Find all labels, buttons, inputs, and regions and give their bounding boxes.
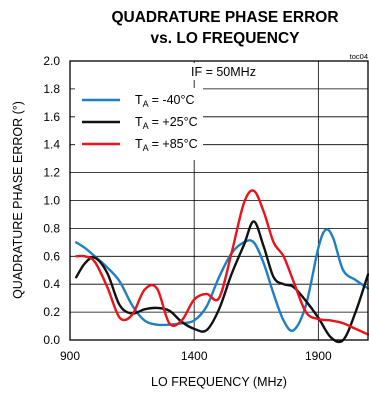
chart-title-line2: vs. LO FREQUENCY (151, 30, 301, 47)
annotation-background (190, 63, 254, 80)
legend-label: TA = -40°C (135, 93, 195, 109)
x-axis-label: LO FREQUENCY (MHz) (151, 375, 287, 389)
chart-title-line1: QUADRATURE PHASE ERROR (111, 9, 338, 26)
y-tick-label: 0.6 (43, 249, 60, 263)
series-line-plus85c (75, 189, 369, 336)
y-tick-label: 1.2 (43, 166, 60, 180)
legend-entry-minus40c: TA = -40°C (82, 93, 195, 109)
x-tick-label: 1900 (305, 349, 332, 363)
y-tick-label: 0.0 (43, 333, 60, 347)
y-tick-label: 1.0 (43, 194, 60, 208)
series-line-plus25c (75, 220, 369, 344)
y-tick-label: 1.4 (43, 138, 60, 152)
y-tick-labels: 0.0 0.2 0.4 0.6 0.8 1.0 1.2 1.4 1.6 1.8 2.0 (43, 54, 60, 347)
annotation-if: IF = 50MHz (191, 65, 256, 79)
legend-entry-plus25c: TA = +25°C (82, 115, 198, 131)
series-line-minus40c (75, 228, 369, 332)
legend: TA = -40°C TA = +25°C TA = +85°C (82, 93, 198, 153)
x-tick-labels: 900 1400 1900 (60, 349, 332, 363)
legend-label: TA = +25°C (135, 115, 198, 131)
x-tick-label: 900 (60, 349, 80, 363)
y-tick-label: 1.6 (43, 110, 60, 124)
legend-entry-plus85c: TA = +85°C (82, 137, 198, 153)
y-tick-label: 1.8 (43, 82, 60, 96)
chart-tag: toc04 (350, 52, 368, 61)
y-tick-label: 2.0 (43, 54, 60, 68)
y-tick-label: 0.2 (43, 305, 60, 319)
y-tick-label: 0.8 (43, 221, 60, 235)
x-tick-label: 1400 (181, 349, 208, 363)
series-lines (75, 189, 369, 344)
plot-frame (69, 60, 369, 341)
y-axis-label: QUADRATURE PHASE ERROR (°) (11, 101, 25, 299)
y-tick-label: 0.4 (43, 277, 60, 291)
legend-label: TA = +85°C (135, 137, 198, 153)
